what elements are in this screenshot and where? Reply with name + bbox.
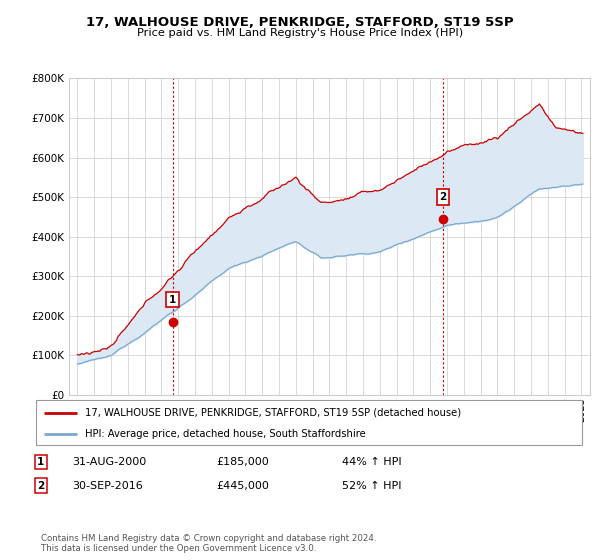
- Text: 31-AUG-2000: 31-AUG-2000: [72, 457, 146, 467]
- Text: 1: 1: [169, 295, 176, 305]
- FancyBboxPatch shape: [36, 400, 582, 445]
- Text: Contains HM Land Registry data © Crown copyright and database right 2024.
This d: Contains HM Land Registry data © Crown c…: [41, 534, 376, 553]
- Text: 52% ↑ HPI: 52% ↑ HPI: [342, 480, 401, 491]
- Text: HPI: Average price, detached house, South Staffordshire: HPI: Average price, detached house, Sout…: [85, 429, 366, 439]
- Text: 30-SEP-2016: 30-SEP-2016: [72, 480, 143, 491]
- Text: 2: 2: [37, 480, 44, 491]
- Text: £185,000: £185,000: [216, 457, 269, 467]
- Text: 44% ↑ HPI: 44% ↑ HPI: [342, 457, 401, 467]
- Text: £445,000: £445,000: [216, 480, 269, 491]
- Text: Price paid vs. HM Land Registry's House Price Index (HPI): Price paid vs. HM Land Registry's House …: [137, 28, 463, 38]
- Text: 17, WALHOUSE DRIVE, PENKRIDGE, STAFFORD, ST19 5SP (detached house): 17, WALHOUSE DRIVE, PENKRIDGE, STAFFORD,…: [85, 408, 461, 418]
- Text: 17, WALHOUSE DRIVE, PENKRIDGE, STAFFORD, ST19 5SP: 17, WALHOUSE DRIVE, PENKRIDGE, STAFFORD,…: [86, 16, 514, 29]
- Text: 1: 1: [37, 457, 44, 467]
- Text: 2: 2: [439, 192, 446, 202]
